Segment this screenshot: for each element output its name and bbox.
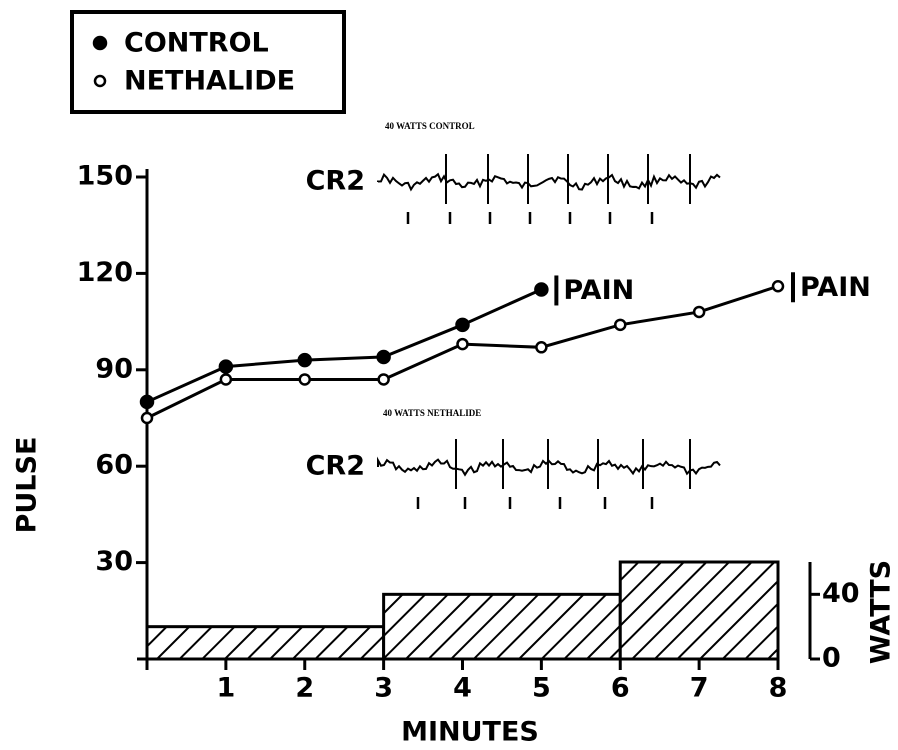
y-tick-label: 60 — [95, 450, 133, 481]
data-point — [378, 351, 390, 363]
data-point — [221, 374, 231, 384]
workload-bar — [620, 562, 778, 659]
y2-tick-label: 0 — [822, 643, 841, 674]
x-tick-label: 6 — [611, 673, 630, 704]
data-point — [141, 396, 153, 408]
y-axis-label: PULSE — [12, 437, 43, 534]
y2-axis-label: WATTS — [866, 560, 897, 664]
data-point — [458, 339, 468, 349]
data-point — [535, 283, 547, 295]
data-point — [457, 319, 469, 331]
inset-title: 40 WATTS CONTROL — [385, 121, 475, 131]
end-label: PAIN — [563, 275, 634, 306]
y-tick-label: 120 — [77, 257, 133, 288]
x-tick-label: 7 — [690, 673, 709, 704]
legend-label: NETHALIDE — [124, 66, 295, 97]
x-tick-label: 4 — [453, 673, 472, 704]
data-point — [142, 413, 152, 423]
x-tick-label: 2 — [295, 673, 314, 704]
inset-lead: CR2 — [306, 166, 365, 197]
y-tick-label: 30 — [95, 546, 133, 577]
workload-bar — [384, 594, 621, 659]
inset-title: 40 WATTS NETHALIDE — [383, 408, 481, 418]
x-tick-label: 1 — [216, 673, 235, 704]
data-point — [536, 342, 546, 352]
data-point — [615, 320, 625, 330]
end-label: PAIN — [800, 272, 871, 303]
data-point — [379, 374, 389, 384]
ecg-trace — [378, 174, 720, 189]
legend-marker — [94, 37, 106, 49]
data-point — [220, 361, 232, 373]
y2-tick-label: 40 — [822, 578, 860, 609]
workload-bar — [147, 627, 384, 659]
legend-label: CONTROL — [124, 28, 269, 59]
y-tick-label: 90 — [95, 353, 133, 384]
data-point — [694, 307, 704, 317]
inset-lead: CR2 — [306, 451, 365, 482]
x-tick-label: 8 — [769, 673, 788, 704]
y-tick-label: 150 — [77, 161, 133, 192]
series-line — [147, 286, 778, 418]
data-point — [773, 281, 783, 291]
chart: MINUTES PULSE WATTS 30 60 90 120 150 1 2 3 4 5 6 7 8… — [0, 0, 898, 750]
x-axis-label: MINUTES — [401, 717, 539, 748]
x-tick-label: 5 — [532, 673, 551, 704]
data-point — [300, 374, 310, 384]
data-point — [299, 354, 311, 366]
x-tick-label: 3 — [374, 673, 393, 704]
page: {"chart_data": {"type": "line", "xlabel"… — [0, 0, 898, 750]
legend-marker — [95, 76, 105, 86]
